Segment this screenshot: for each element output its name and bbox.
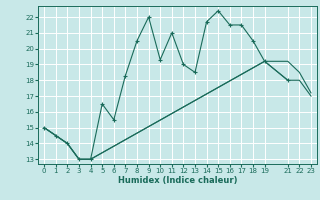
X-axis label: Humidex (Indice chaleur): Humidex (Indice chaleur) — [118, 176, 237, 185]
